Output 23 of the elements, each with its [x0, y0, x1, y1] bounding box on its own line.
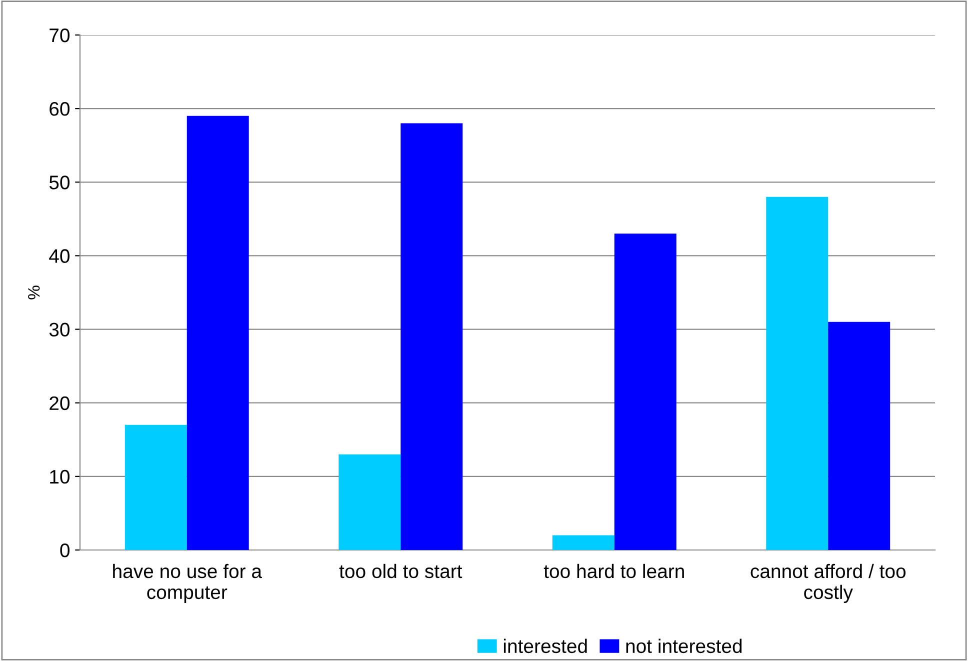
y-tick-label: 0: [60, 543, 70, 558]
x-tick-label: too old to start: [339, 564, 462, 578]
x-tick-label: have no use for a computer: [113, 564, 262, 603]
bar: [614, 234, 676, 550]
y-tick-label: 60: [50, 102, 70, 116]
bar: [828, 322, 890, 550]
y-tick-label: 30: [49, 322, 70, 337]
bar: [552, 535, 614, 550]
y-axis-title: %: [28, 286, 40, 300]
legend-label: not interested: [626, 638, 742, 654]
bar: [400, 123, 463, 550]
legend-label: interested: [504, 638, 587, 654]
y-tick-label: 70: [50, 28, 70, 42]
y-tick-label: 40: [49, 249, 70, 263]
x-tick-label: too hard to learn: [544, 564, 684, 578]
x-tick-label: cannot afford / too costly: [750, 564, 906, 603]
bar: [338, 454, 401, 550]
y-tick-label: 20: [50, 396, 70, 410]
bar: [124, 424, 187, 550]
y-tick-label: 10: [50, 470, 70, 484]
bar: [766, 196, 828, 550]
bar: [186, 116, 249, 550]
y-tick-label: 50: [49, 176, 70, 190]
